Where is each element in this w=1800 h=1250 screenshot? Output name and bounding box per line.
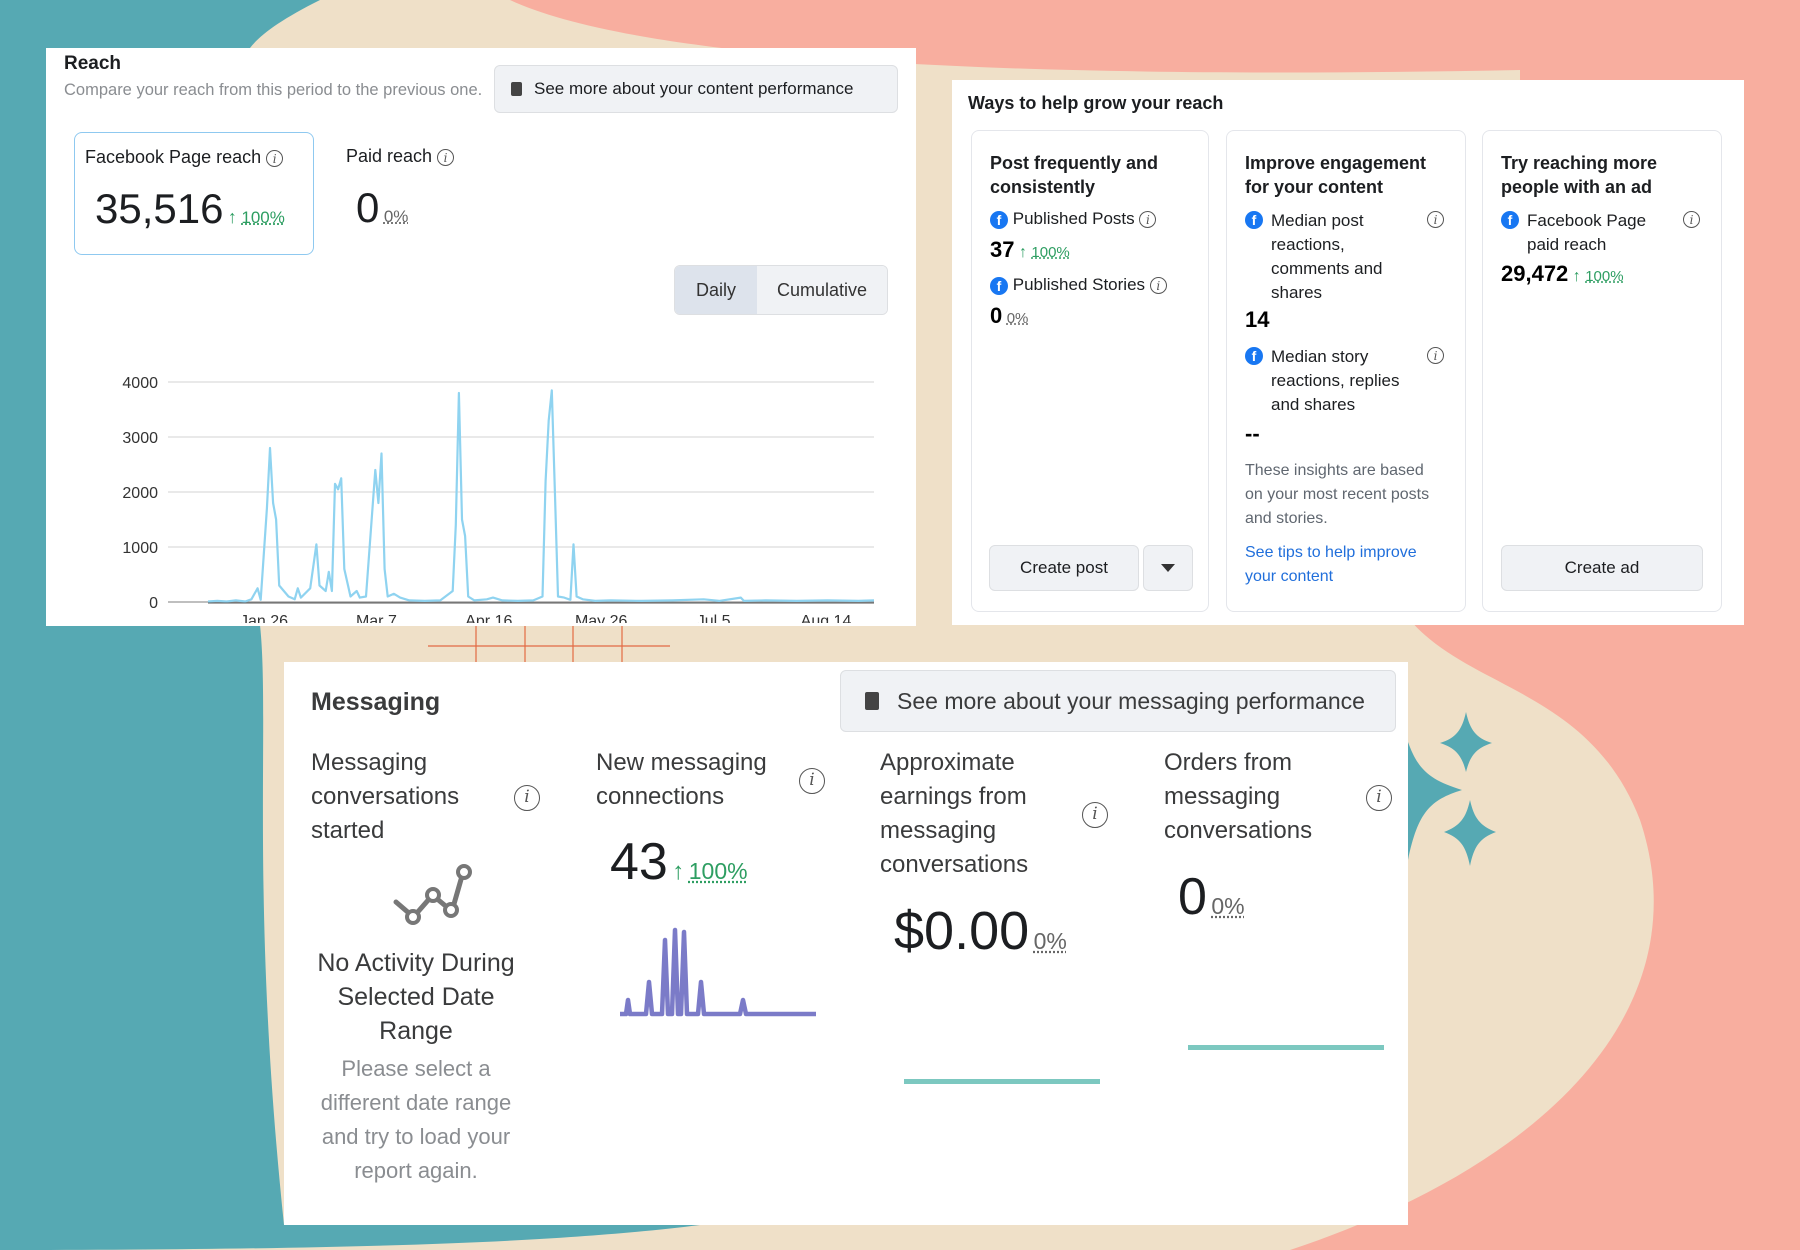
approximate-earnings-label: Approximate earnings from messaging conv… — [880, 749, 1029, 878]
card-title: Try reaching more people with an ad — [1501, 153, 1658, 197]
paid-reach-value: 29,472 — [1501, 261, 1569, 286]
orders-value: 0 — [1178, 868, 1207, 926]
published-posts-label: Published Posts — [1012, 209, 1135, 228]
document-icon — [511, 82, 522, 96]
new-connections-value: 43 — [610, 833, 668, 891]
grow-title: Ways to help grow your reach — [968, 93, 1224, 113]
paid-reach-card[interactable]: Paid reach i 0 0% — [336, 132, 536, 255]
approximate-earnings-change: 0% — [1033, 928, 1067, 954]
y-tick-label: 0 — [149, 595, 158, 612]
arrow-up-icon: ↑ — [227, 207, 237, 227]
info-icon[interactable]: i — [1366, 785, 1392, 811]
median-story-value: -- — [1245, 421, 1260, 446]
y-tick-label: 3000 — [122, 430, 158, 447]
see-more-content-button[interactable]: See more about your content performance — [494, 65, 898, 113]
cumulative-toggle[interactable]: Cumulative — [757, 266, 887, 314]
info-icon[interactable]: i — [1427, 211, 1444, 228]
info-icon[interactable]: i — [266, 149, 284, 167]
line-chart-icon — [393, 864, 472, 925]
facebook-icon: f — [1501, 211, 1519, 229]
improve-engagement-card: Improve engagement for your content f Me… — [1226, 130, 1466, 612]
post-frequently-card: Post frequently and consistently f Publi… — [971, 130, 1209, 612]
arrow-up-icon: ↑ — [672, 858, 685, 885]
see-more-content-label: See more about your content performance — [534, 79, 854, 98]
caret-down-icon — [1161, 564, 1175, 572]
paid-reach-label: Facebook Page paid reach — [1527, 211, 1647, 254]
facebook-icon: f — [990, 276, 1008, 295]
info-icon[interactable]: i — [799, 768, 825, 794]
reach-series-line — [207, 389, 875, 603]
connections-sparkline — [620, 927, 816, 1017]
reach-chart: 4000 3000 2000 1000 0 Jan 26 Mar 7 Apr 16 May 26… — [122, 375, 875, 623]
paid-reach-label: Paid reach — [346, 146, 433, 166]
facebook-icon: f — [1245, 347, 1263, 365]
facebook-icon: f — [1245, 211, 1263, 229]
x-tick-label: Jul 5 — [697, 613, 731, 623]
info-icon[interactable]: i — [437, 148, 455, 166]
orders-change: 0% — [1211, 893, 1245, 919]
see-more-messaging-label: See more about your messaging performanc… — [897, 687, 1365, 714]
reach-subtitle: Compare your reach from this period to t… — [64, 81, 483, 99]
arrow-up-icon: ↑ — [1572, 268, 1581, 285]
insights-note: These insights are based on your most re… — [1245, 462, 1430, 527]
create-post-dropdown-button[interactable] — [1143, 545, 1193, 591]
reach-title: Reach — [64, 53, 122, 74]
new-connections-label: New messaging connections — [596, 749, 767, 810]
orders-label: Orders from messaging conversations — [1164, 749, 1313, 844]
median-post-label: Median post reactions, comments and shar… — [1271, 211, 1383, 302]
messaging-panel: Messaging See more about your messaging … — [284, 662, 1408, 1225]
earnings-flatline — [904, 1079, 1100, 1084]
facebook-icon: f — [990, 210, 1008, 229]
y-tick-label: 1000 — [122, 540, 158, 557]
paid-reach-value: 0 — [356, 184, 380, 231]
published-stories-value: 0 — [990, 303, 1003, 328]
x-tick-label: Aug 14 — [801, 613, 852, 623]
x-tick-label: Mar 7 — [356, 613, 397, 623]
see-more-messaging-button[interactable]: See more about your messaging performanc… — [840, 670, 1396, 732]
info-icon[interactable]: i — [1683, 211, 1700, 228]
x-tick-label: Jan 26 — [240, 613, 288, 623]
orders-flatline — [1188, 1045, 1384, 1050]
card-title: Improve engagement for your content — [1245, 153, 1427, 197]
info-icon[interactable]: i — [1149, 277, 1167, 295]
view-toggle: Daily Cumulative — [674, 265, 888, 315]
create-ad-button[interactable]: Create ad — [1501, 545, 1703, 591]
published-posts-value: 37 — [990, 237, 1015, 262]
y-tick-label: 2000 — [122, 485, 158, 502]
median-story-label: Median story reactions, replies and shar… — [1271, 347, 1400, 414]
conversations-started-label: Messaging conversations started — [311, 749, 460, 844]
x-tick-label: Apr 16 — [465, 613, 512, 623]
published-stories-label: Published Stories — [1012, 275, 1146, 294]
info-icon[interactable]: i — [1139, 211, 1157, 229]
card-title: Post frequently and consistently — [990, 153, 1159, 197]
page-reach-change: 100% — [241, 208, 285, 227]
create-post-button[interactable]: Create post — [989, 545, 1139, 591]
paid-reach-change: 100% — [1585, 268, 1624, 285]
grow-panel: Ways to help grow your reach Post freque… — [952, 80, 1744, 625]
page-reach-value: 35,516 — [95, 185, 224, 232]
paid-reach-change: 0% — [383, 207, 409, 226]
reach-with-ad-card: Try reaching more people with an ad f Fa… — [1482, 130, 1722, 612]
arrow-up-icon: ↑ — [1018, 244, 1027, 261]
x-tick-label: May 26 — [575, 613, 628, 623]
document-icon — [865, 692, 879, 710]
no-activity-text: Please select a different date range and… — [320, 1056, 512, 1183]
new-connections-change: 100% — [688, 858, 748, 884]
approximate-earnings-value: $0.00 — [894, 901, 1030, 961]
published-stories-change: 0% — [1006, 310, 1029, 327]
info-icon[interactable]: i — [1082, 802, 1108, 828]
info-icon[interactable]: i — [1427, 347, 1444, 364]
see-tips-link[interactable]: See tips to help improve your content — [1245, 544, 1417, 585]
page-reach-label: Facebook Page reach — [85, 147, 262, 167]
published-posts-change: 100% — [1031, 244, 1070, 261]
info-icon[interactable]: i — [514, 785, 540, 811]
no-activity-title: No Activity During Selected Date Range — [317, 949, 515, 1045]
page-reach-card[interactable]: Facebook Page reach i 35,516 ↑ 100% — [74, 132, 314, 255]
median-post-value: 14 — [1245, 307, 1270, 332]
daily-toggle[interactable]: Daily — [675, 266, 757, 314]
messaging-title: Messaging — [311, 688, 441, 716]
reach-panel: Reach Compare your reach from this perio… — [46, 48, 916, 626]
y-tick-label: 4000 — [122, 375, 158, 392]
